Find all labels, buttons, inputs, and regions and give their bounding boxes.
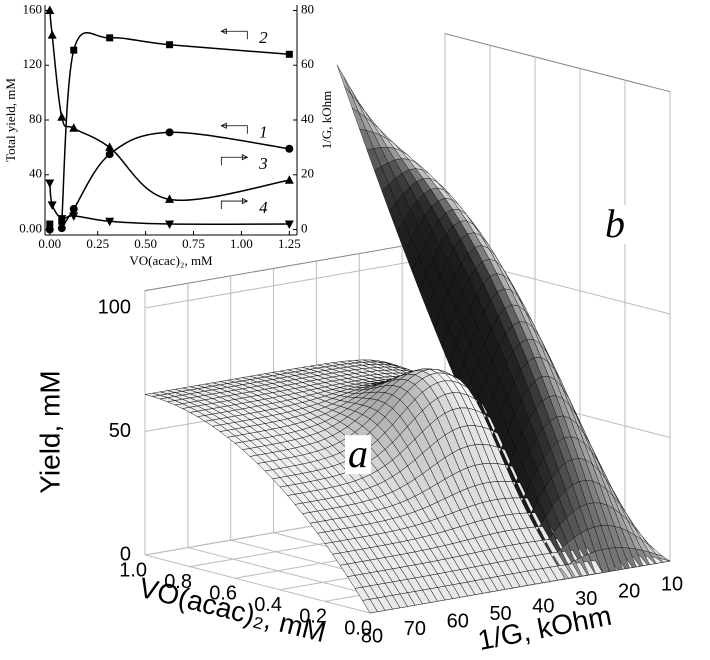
marker	[165, 128, 174, 137]
axis-arrow	[220, 197, 249, 210]
series-line	[61, 32, 290, 222]
grid-line	[144, 554, 371, 614]
marker	[105, 142, 115, 151]
grid-line	[144, 255, 446, 309]
axis-arrow	[220, 28, 248, 40]
y-tick-label: 40	[29, 166, 42, 181]
x-axis-label: VO(acac)₂, mM	[129, 253, 213, 268]
y-axis-label: Total yield, mM	[3, 78, 18, 162]
y-tick-label: 10	[661, 573, 683, 595]
marker	[69, 123, 79, 132]
marker	[285, 50, 293, 58]
x-tick-label: 1.0	[119, 559, 147, 581]
marker	[69, 212, 79, 221]
marker	[47, 201, 57, 210]
z-tick-label: 0	[120, 543, 131, 565]
y2-axis-label: 1/G, kOhm	[319, 91, 334, 150]
x-tick-label: 0.50	[134, 236, 157, 251]
y2-tick-label: 0	[301, 221, 308, 236]
label-box	[602, 205, 628, 245]
surface-label: a	[348, 431, 368, 476]
y-tick-label: 160	[23, 1, 43, 16]
marker	[57, 112, 67, 121]
marker	[165, 194, 175, 203]
series-label: 2	[259, 28, 268, 47]
y2-tick-label: 60	[301, 56, 314, 71]
marker	[45, 5, 55, 14]
inset-plot: 0.00 0.25 0.50 0.75 1.00 1.250.00408012016002…	[3, 1, 334, 268]
series-line	[49, 10, 290, 201]
series-line	[61, 131, 290, 229]
marker	[165, 220, 175, 230]
y2-tick-label: 80	[301, 1, 314, 16]
x-tick-label: 1.00	[230, 236, 253, 251]
y-tick-label: 20	[618, 581, 640, 603]
marker	[105, 217, 115, 227]
series-label: 4	[259, 198, 268, 217]
x-tick-label: 0.6	[209, 582, 237, 604]
marker	[47, 30, 57, 39]
y-tick-label: 60	[447, 610, 469, 632]
y-tick-label: 120	[23, 56, 43, 71]
y2-tick-label: 40	[301, 111, 314, 126]
marker	[284, 175, 294, 184]
x-tick-label: 1.25	[278, 236, 301, 251]
x-tick-label: 0.75	[182, 236, 205, 251]
z-tick-label: 50	[109, 420, 131, 442]
surface-cell	[362, 598, 378, 614]
y-tick-label: 80	[29, 111, 42, 126]
x-tick-label: 0.25	[86, 236, 109, 251]
x-tick-label: 0.8	[164, 571, 192, 593]
marker	[57, 215, 67, 224]
marker	[69, 204, 78, 213]
marker	[285, 144, 294, 153]
x-tick-label: 0.2	[299, 606, 327, 628]
y-tick-label: 70	[404, 618, 426, 640]
marker	[57, 224, 66, 233]
marker	[46, 220, 54, 228]
y-tick-label: 0.00	[19, 221, 42, 236]
marker	[70, 46, 78, 54]
y-tick-label: 50	[489, 603, 511, 625]
surface-cell	[336, 64, 352, 95]
surface-label: b	[605, 201, 625, 246]
series-label: 3	[258, 154, 268, 173]
y-tick-label: 40	[532, 596, 554, 618]
y-tick-label: 30	[575, 588, 597, 610]
axis-arrow	[220, 122, 248, 134]
y-tick-label: 80	[361, 625, 383, 647]
z-tick-label: 100	[98, 296, 131, 318]
x-tick-label: 0.00	[38, 236, 61, 251]
label-box	[345, 435, 371, 475]
y2-tick-label: 20	[301, 166, 314, 181]
marker	[105, 150, 114, 159]
x-tick-label: 0.0	[344, 617, 372, 639]
series-label: 1	[259, 123, 268, 142]
z-axis-label: Yield, mM	[34, 370, 65, 493]
marker	[284, 220, 294, 230]
x-tick-label: 0.4	[254, 594, 282, 616]
marker	[106, 34, 114, 42]
surface-plot: 0501000.00.20.40.60.81.01020304050607080…	[34, 33, 683, 656]
axis-arrow	[220, 154, 249, 166]
marker	[166, 41, 174, 49]
marker	[45, 179, 55, 188]
